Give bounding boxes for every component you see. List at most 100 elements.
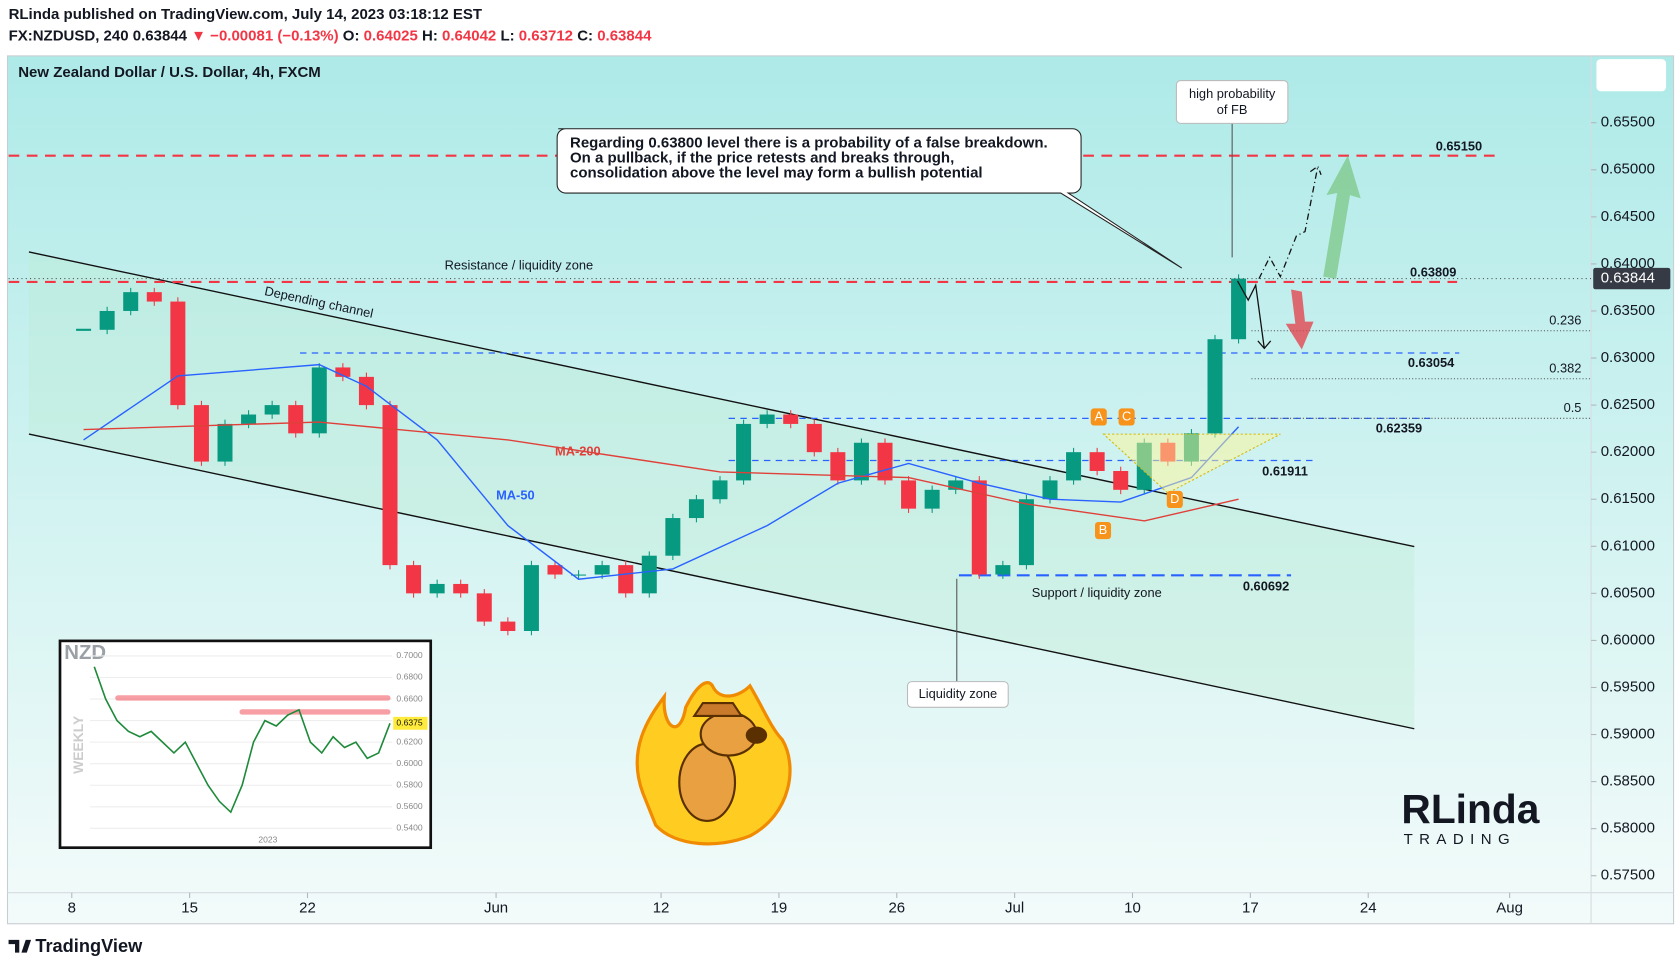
tv-icon (8, 939, 32, 953)
level-label: 0.63054 (1408, 355, 1455, 370)
candle (311, 367, 327, 434)
inset-tick-label: 0.5800 (396, 780, 422, 790)
candle (618, 565, 634, 594)
x-tick-label: 24 (1360, 900, 1377, 917)
fib-label: 0.382 (1549, 360, 1581, 375)
note-box (556, 128, 1183, 269)
rlinda-logo: RLinda TRADING (1401, 786, 1539, 848)
y-tick-label: 0.59000 (1601, 726, 1655, 743)
y-tick-label: 0.65500 (1601, 114, 1655, 131)
resistance-label: Resistance / liquidity zone (445, 257, 593, 272)
candle (594, 565, 610, 575)
candle (241, 414, 257, 424)
candle (1231, 278, 1247, 340)
candle (382, 405, 398, 566)
level-label: 0.62359 (1376, 420, 1422, 435)
candle (264, 405, 280, 415)
candle (759, 414, 775, 424)
candle (641, 555, 657, 594)
y-tick-label: 0.58000 (1601, 820, 1655, 837)
x-tick-label: Jul (1005, 900, 1024, 917)
candle (571, 574, 587, 576)
point-marker (1090, 408, 1107, 426)
inset-ylabel: WEEKLY (70, 715, 86, 774)
candle (406, 565, 422, 594)
candle (1066, 452, 1082, 481)
dog-illustration (635, 681, 792, 846)
note-line: Regarding 0.63800 level there is a proba… (570, 135, 1048, 152)
fib-label: 0.5 (1564, 400, 1582, 415)
fb-label: of FB (1217, 102, 1248, 117)
channel-lower (28, 433, 1415, 730)
point-marker (1166, 490, 1183, 509)
y-tick-label: 0.61500 (1601, 490, 1655, 507)
ohlc-label: H: (422, 28, 438, 45)
tv-wordmark: TradingView (35, 936, 143, 956)
publisher-line: RLinda published on TradingView.com, Jul… (9, 6, 482, 23)
candle (335, 367, 351, 377)
inset-chart: NZD WEEKLY 2023 0.70000.68000.66000.6400… (58, 639, 433, 850)
candle (547, 565, 563, 575)
level-label: 0.61911 (1262, 464, 1308, 479)
point-label: A (1094, 408, 1103, 423)
inset-xtick: 2023 (258, 834, 277, 844)
dog-hat (692, 701, 744, 717)
x-tick-label: 26 (888, 900, 905, 917)
candle (948, 480, 964, 490)
pattern-triangle (1102, 433, 1281, 494)
dog-nose (745, 726, 768, 744)
candle (1089, 452, 1105, 471)
ma-label: MA-200 (555, 444, 601, 459)
quote: FX:NZDUSD, 240 0.63844 ▼ −0.00081 (−0.13… (9, 28, 653, 45)
level-label: 0.63809 (1410, 265, 1456, 280)
candle (193, 405, 209, 462)
chart-title: New Zealand Dollar / U.S. Dollar, 4h, FX… (18, 64, 321, 81)
ohlc-label: C: (577, 28, 593, 45)
symbol: FX:NZDUSD, 240 (9, 28, 129, 45)
y-tick-label: 0.64000 (1601, 255, 1655, 272)
level-label: 0.60692 (1243, 578, 1289, 593)
y-tick-label: 0.60000 (1601, 631, 1655, 648)
inset-tick-label: 0.6600 (396, 693, 422, 703)
candle (123, 292, 139, 311)
candle (971, 480, 987, 575)
inset-last-box (393, 716, 428, 730)
candle (1018, 499, 1034, 566)
y-tick-label: 0.57500 (1601, 867, 1655, 884)
y-tick-label: 0.62000 (1601, 443, 1655, 460)
y-tick-label: 0.61000 (1601, 537, 1655, 554)
candle (170, 301, 186, 406)
inset-line (93, 666, 391, 814)
x-tick-label: 10 (1124, 900, 1141, 917)
inset-tick-label: 0.6000 (396, 758, 422, 768)
inset-tick-label: 0.6200 (396, 736, 422, 746)
y-tick-label: 0.63000 (1601, 349, 1655, 366)
inset-tick-label: 0.7000 (396, 650, 422, 660)
ohlc-label: L: (500, 28, 514, 45)
projection-up (1258, 165, 1322, 280)
candle (783, 414, 799, 424)
x-tick-label: Jun (484, 900, 508, 917)
candle (853, 442, 869, 481)
axis-button[interactable] (1596, 59, 1667, 92)
inset-last-label: 0.6375 (396, 718, 422, 728)
projection-down (1236, 280, 1272, 350)
tradingview-logo: TradingView (8, 936, 143, 956)
liquidity-box (906, 681, 1009, 708)
candle (736, 423, 752, 481)
y-tick-label: 0.65000 (1601, 161, 1655, 178)
inset-tick-label: 0.5600 (396, 801, 422, 811)
channel-upper (28, 251, 1415, 548)
y-tick-label: 0.58500 (1601, 773, 1655, 790)
ohlc-value: 0.63712 (519, 28, 573, 45)
y-tick-label: 0.64500 (1601, 208, 1655, 225)
last-price: 0.63844 (133, 28, 188, 45)
logo-name: RLinda (1401, 786, 1539, 832)
change: ▼ −0.00081 (−0.13%) (191, 28, 338, 45)
candle (1113, 470, 1129, 490)
y-tick-label: 0.59500 (1601, 678, 1655, 695)
candle (1042, 480, 1058, 500)
down-arrow (1285, 289, 1314, 350)
support-label: Support / liquidity zone (1032, 585, 1162, 600)
x-tick-label: 8 (68, 900, 76, 917)
